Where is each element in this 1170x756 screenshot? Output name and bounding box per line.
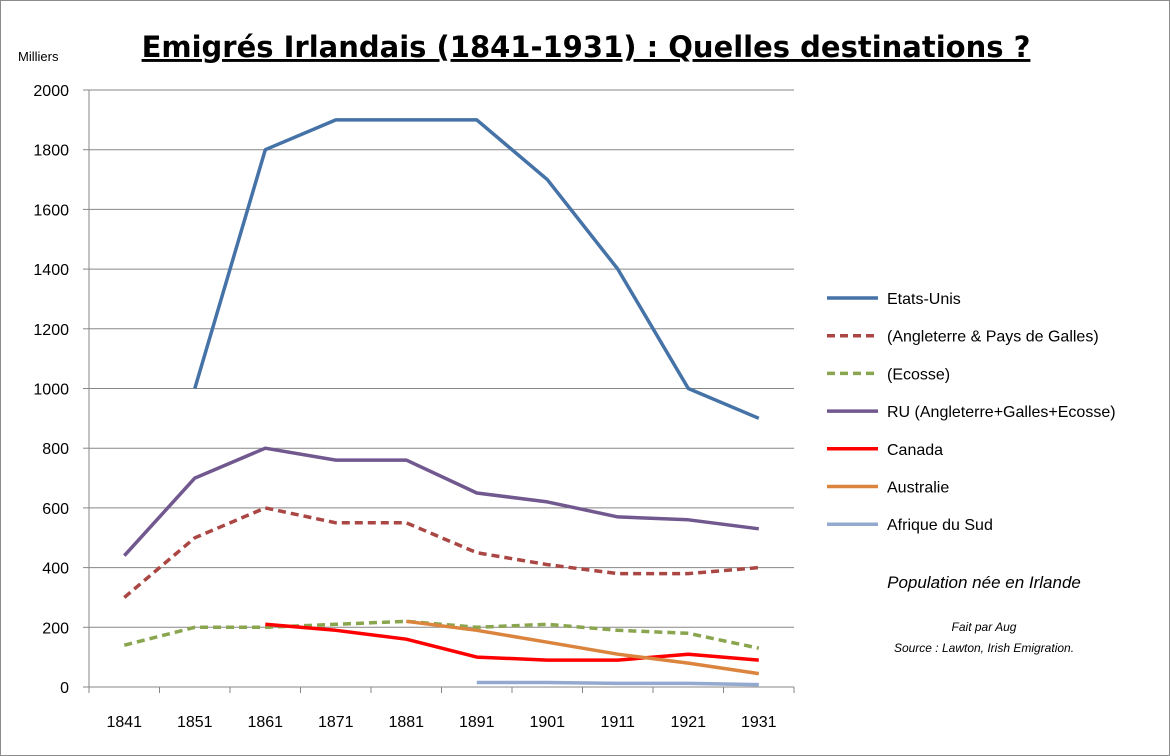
series-line [193,118,760,420]
x-tick-label: 1861 [247,714,283,731]
legend-label: (Ecosse) [887,366,950,383]
population-note: Population née en Irlande [887,573,1081,592]
y-tick-label: 2000 [33,83,69,100]
gridlines [89,89,794,628]
y-tick-label: 1200 [33,322,69,339]
legend-label: Canada [887,442,943,459]
author-note: Fait par Aug [952,620,1017,634]
legend-label: Etats-Unis [887,291,961,308]
y-tick-label: 800 [42,441,69,458]
y-tick-label: 600 [42,501,69,518]
y-tick-label: 200 [42,620,69,637]
legend-label: RU (Angleterre+Galles+Ecosse) [887,404,1116,421]
y-tick-label: 1800 [33,143,69,160]
y-tick-label: 1000 [33,382,69,399]
series-line [406,619,760,676]
series-line [265,622,759,662]
x-tick-label: 1901 [529,714,565,731]
x-tick-label: 1841 [106,714,142,731]
source-note: Source : Lawton, Irish Emigration. [894,641,1074,655]
x-tick-label: 1851 [177,714,213,731]
y-tick-label: 400 [42,561,69,578]
series-line [123,506,759,599]
x-tick-label: 1891 [459,714,495,731]
y-tick-label: 1400 [33,262,69,279]
x-tick-label: 1881 [388,714,424,731]
y-tick-label: 0 [60,680,69,697]
chart-title: Emigrés Irlandais (1841-1931) : Quelles … [142,30,1031,64]
series-line [476,680,759,687]
series-lines [123,118,760,687]
y-axis-unit-label: Milliers [18,49,59,64]
legend: Etats-Unis (Angleterre & Pays de Galles) (… [827,291,1116,534]
x-tick-label: 1931 [741,714,777,731]
legend-label: Australie [887,480,949,497]
y-axis-ticks: 0 200 400 600 800 1000 1200 1400 1600 1800 2000 [33,83,89,697]
x-tick-label: 1911 [601,714,636,731]
x-tick-label: 1921 [670,714,706,731]
x-tick-label: 1871 [318,714,354,731]
legend-label: Afrique du Sud [887,517,993,534]
y-tick-label: 1600 [33,202,69,219]
legend-label: (Angleterre & Pays de Galles) [887,329,1099,346]
series-line [123,446,760,557]
x-axis-ticks: 1841 1851 1861 1871 1881 1891 1901 1911 1921 1931 [88,687,795,731]
